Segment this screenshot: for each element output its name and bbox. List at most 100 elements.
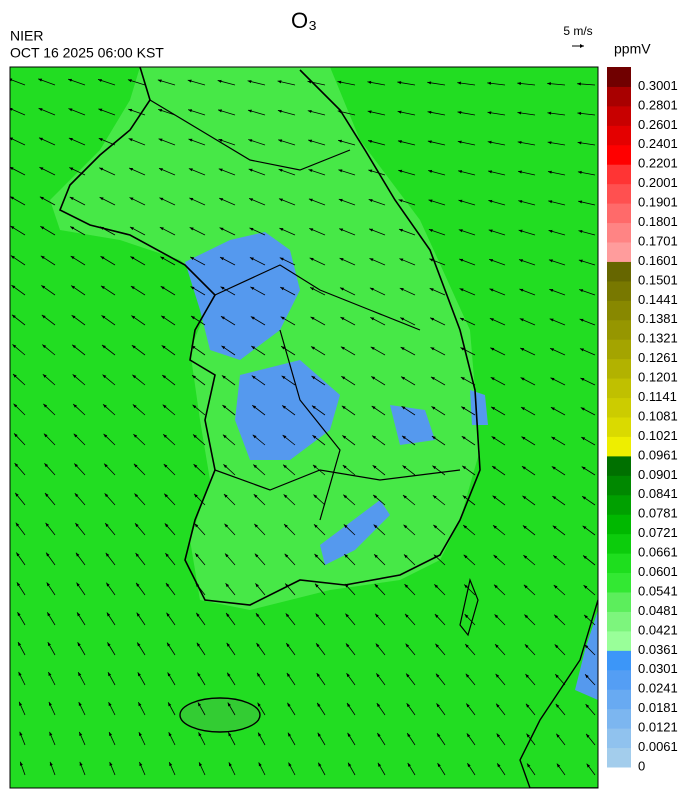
wind-arrowhead [167,642,171,647]
colorbar-segment [607,339,631,360]
colorbar-segment [607,689,631,710]
colorbar-label: 0.0601 [638,564,678,579]
wind-arrowhead [311,376,316,380]
wind-arrowhead [192,404,197,409]
wind-arrowhead [73,404,77,408]
wind-arrowhead [554,614,558,619]
wind-arrowhead [460,377,465,381]
wind-arrowhead [433,554,438,559]
wind-arrowhead [282,435,287,439]
wind-arrowhead [406,703,411,708]
wind-arrowhead [46,582,51,587]
wind-arrowhead [70,226,75,230]
low-o3-region [185,232,300,360]
wind-arrowhead [577,111,582,115]
wind-arrowhead [437,733,441,738]
wind-arrowhead [584,614,588,619]
wind-arrowhead [338,139,343,143]
map-frame [9,66,599,789]
wind-arrowhead [582,525,587,530]
colorbar-label: 0.1381 [638,311,678,326]
wind-arrowhead [429,288,434,292]
wind-arrowhead [99,197,104,201]
wind-arrowhead [578,230,583,234]
wind-arrowhead [106,612,111,617]
wind-arrowhead [281,346,286,350]
wind-arrowhead [188,109,193,113]
wind-arrowhead [343,524,348,529]
wind-arrowhead [460,347,465,351]
wind-arrowhead [581,437,586,441]
wind-arrowhead [42,374,47,378]
wind-arrowhead [284,524,288,528]
wind-arrowhead [157,79,162,83]
wind-arrowhead [130,256,135,260]
jeju-island [179,697,261,733]
wind-arrowhead [218,138,223,142]
wind-arrowhead [162,375,167,379]
colorbar-label: 0.0241 [638,681,678,696]
wind-arrowhead [397,110,402,114]
wind-arrowhead [286,672,291,677]
wind-arrowhead [193,434,197,439]
colorbar-label: 0.0781 [638,506,678,521]
wind-arrowhead [340,317,345,321]
wind-arrowhead [47,642,51,647]
map [9,66,599,789]
wind-arrowhead [195,583,200,587]
wind-arrowhead [252,405,257,409]
wind-arrowhead [220,316,225,320]
wind-arrowhead [367,80,372,84]
wind-arrowhead [313,494,318,499]
coastline [58,67,481,606]
wind-arrowhead [101,285,105,290]
wind-arrowhead [135,553,140,557]
wind-arrowhead [376,673,380,678]
wind-arrowhead [165,553,169,558]
wind-arrowhead [466,733,471,738]
wind-arrowhead [547,141,552,145]
wind-arrowhead [105,523,109,527]
wind-arrowhead [522,495,527,500]
colorbar-label: 0.0181 [638,700,678,715]
wind-arrowhead [458,199,463,203]
wind-arrowhead [522,525,527,529]
wind-arrowhead [368,139,372,143]
colorbar-segment [607,105,631,126]
wind-arrowhead [136,582,140,587]
colorbar-label: 0.2601 [638,117,678,132]
wind-arrowhead [162,404,167,409]
wind-arrowhead [347,703,351,707]
colorbar-segment [607,261,631,282]
wind-arrowhead [258,762,262,767]
wind-arrowhead [517,140,522,145]
wind-arrowhead [401,376,406,380]
wind-arrowhead [109,761,113,766]
wind-arrowhead [463,554,468,559]
wind-arrowhead [493,554,498,559]
colorbar-segment [607,572,631,593]
low-o3-region [575,610,598,700]
wind-arrowhead [431,436,436,440]
wind-arrowhead [315,613,320,618]
wind-arrowhead [340,346,345,350]
wind-arrowhead [550,348,555,352]
wind-arrowhead [42,344,47,349]
wind-arrowhead [459,258,464,262]
wind-arrowhead [159,197,164,201]
wind-arrowhead [584,644,589,649]
wind-arrowhead [16,582,21,587]
wind-arrowhead [38,137,43,141]
wind-arrowhead [548,200,553,204]
wind-arrowhead [466,703,470,708]
wind-arrowhead [281,375,286,380]
low-o3-region [390,405,435,445]
wind-arrowhead [77,642,81,647]
wind-arrowhead [402,435,406,440]
wind-arrowhead [253,464,258,469]
wind-arrowhead [489,259,494,263]
wind-arrowhead [317,702,321,707]
wind-arrowhead [548,259,553,263]
wind-arrowhead [158,138,163,142]
